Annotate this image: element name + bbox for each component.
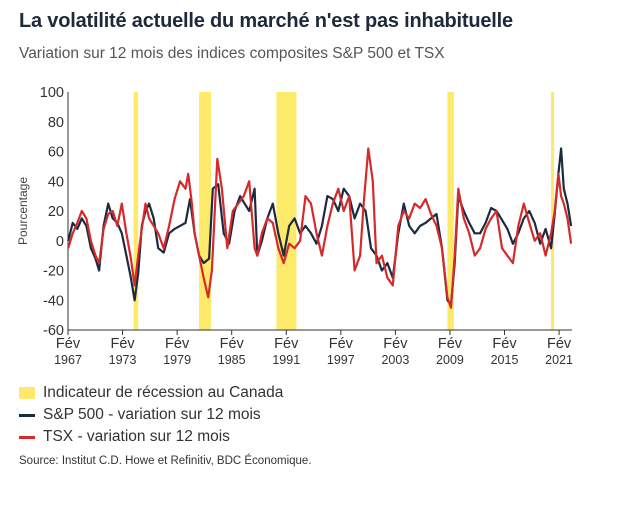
x-tick-year: 2021 <box>545 353 573 367</box>
recession-band-3 <box>276 92 297 330</box>
x-tick-year: 1979 <box>163 353 191 367</box>
x-tick-label: Fév <box>492 336 517 352</box>
x-tick-label: Fév <box>438 336 463 352</box>
y-tick-label: 100 <box>40 85 64 101</box>
chart-subtitle: Variation sur 12 mois des indices compos… <box>19 45 445 62</box>
source-note: Source: Institut C.D. Howe et Refinitiv,… <box>19 455 312 467</box>
x-tick-label: Fév <box>56 336 81 352</box>
y-tick-label: 60 <box>48 145 64 161</box>
y-tick-label: 0 <box>56 234 64 250</box>
x-tick-year: 2009 <box>436 353 464 367</box>
x-tick-year: 1967 <box>54 353 82 367</box>
series-line-sp500 <box>67 147 573 306</box>
y-tick-label: -40 <box>43 293 64 309</box>
x-tick-year: 2015 <box>491 353 519 367</box>
x-tick-year: 1997 <box>327 353 355 367</box>
x-tick-year: 2003 <box>381 353 409 367</box>
legend-item-tsx: TSX - variation sur 12 mois <box>19 426 283 448</box>
line-chart: -60-40-20020406080100PourcentageFév1967F… <box>16 85 573 367</box>
legend-label-sp500: S&P 500 - variation sur 12 mois <box>43 406 261 423</box>
y-tick-label: 40 <box>48 174 64 190</box>
y-tick-label: -60 <box>43 323 64 339</box>
legend-item-sp500: S&P 500 - variation sur 12 mois <box>19 404 283 426</box>
x-tick-label: Fév <box>329 336 354 352</box>
y-tick-label: 80 <box>48 115 64 131</box>
x-tick-year: 1991 <box>272 353 300 367</box>
legend-label-recession: Indicateur de récession au Canada <box>43 384 284 401</box>
x-tick-label: Fév <box>383 336 408 352</box>
x-tick-year: 1973 <box>109 353 137 367</box>
legend-item-recession: Indicateur de récession au Canada <box>19 382 283 404</box>
x-tick-label: Fév <box>274 336 299 352</box>
y-tick-label: -20 <box>43 264 64 280</box>
x-tick-label: Fév <box>165 336 190 352</box>
y-tick-label: 20 <box>48 204 64 220</box>
recession-band-4 <box>447 92 454 330</box>
legend-label-tsx: TSX - variation sur 12 mois <box>43 428 230 445</box>
x-tick-label: Fév <box>110 336 135 352</box>
legend: Indicateur de récession au Canada S&P 50… <box>19 382 283 448</box>
legend-swatch-tsx <box>19 435 35 439</box>
legend-swatch-recession <box>19 387 35 399</box>
x-tick-label: Fév <box>220 336 245 352</box>
series-line-tsx <box>67 147 573 309</box>
recession-band-5 <box>551 92 555 330</box>
recession-band-2 <box>199 92 211 330</box>
x-tick-year: 1985 <box>218 353 246 367</box>
legend-swatch-sp500 <box>19 413 35 417</box>
y-axis-label: Pourcentage <box>16 177 30 245</box>
chart-title: La volatilité actuelle du marché n'est p… <box>19 10 513 32</box>
x-tick-label: Fév <box>547 336 572 352</box>
recession-band-1 <box>133 92 139 330</box>
